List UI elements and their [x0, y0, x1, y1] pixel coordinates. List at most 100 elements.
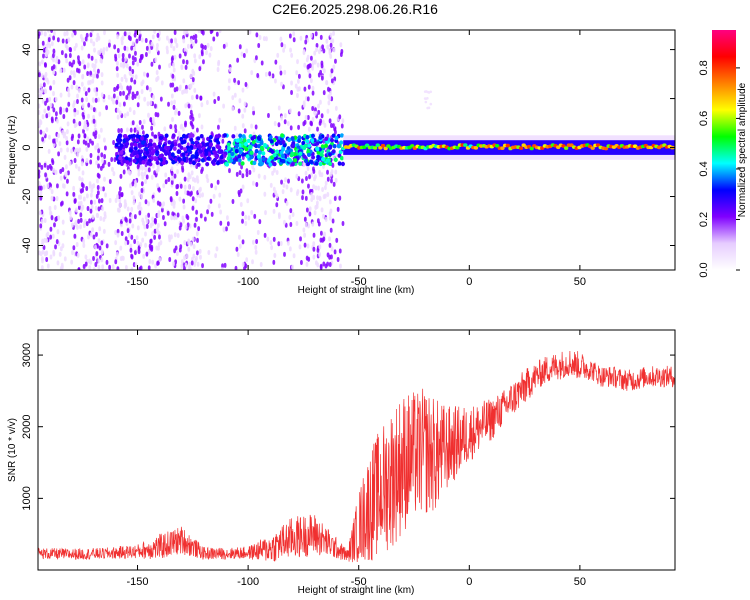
noise-cell — [216, 66, 220, 72]
band-cell — [336, 143, 341, 149]
noise-cell — [59, 109, 62, 115]
noise-cell — [183, 88, 187, 94]
noise-cell — [156, 42, 159, 48]
noise-cell — [116, 114, 120, 120]
noise-cell — [138, 30, 142, 35]
noise-cell — [116, 95, 120, 101]
noise-cell — [182, 78, 186, 84]
noise-cell — [60, 50, 64, 56]
noise-cell — [77, 201, 81, 207]
noise-cell — [48, 205, 52, 211]
band-cell — [304, 158, 309, 164]
noise-cell — [64, 53, 68, 59]
noise-cell — [270, 245, 274, 251]
noise-cell — [173, 30, 177, 35]
band-cell — [234, 143, 239, 148]
colorbar-ramp — [712, 30, 736, 270]
noise-cell — [45, 43, 49, 49]
noise-cell — [303, 216, 307, 222]
noise-cell — [313, 110, 317, 116]
noise-cell — [140, 194, 144, 200]
noise-cell — [77, 133, 81, 139]
noise-cell — [313, 210, 317, 216]
noise-cell — [193, 87, 197, 93]
noise-cell — [93, 87, 97, 93]
colorbar-tick-label: 0.2 — [698, 212, 710, 227]
noise-cell — [119, 82, 122, 88]
noise-cell — [96, 142, 100, 148]
noise-cell — [241, 87, 245, 93]
noise-cell — [76, 252, 80, 258]
noise-cell — [317, 109, 321, 115]
noise-cell — [336, 257, 340, 263]
noise-cell — [112, 93, 116, 99]
noise-cell — [283, 43, 287, 49]
noise-cell — [184, 189, 187, 195]
colorbar-tick-label: 0.4 — [698, 161, 710, 176]
noise-cell — [339, 42, 343, 48]
noise-cell — [285, 200, 289, 206]
noise-cell — [330, 68, 334, 74]
noise-cell — [49, 254, 53, 260]
noise-cell — [318, 196, 322, 202]
noise-cell — [62, 67, 66, 73]
noise-cell — [183, 184, 187, 190]
noise-cell — [127, 95, 131, 101]
noise-cell — [282, 84, 285, 90]
noise-cell — [144, 214, 148, 220]
noise-cell — [197, 226, 201, 232]
noise-cell — [150, 125, 154, 131]
noise-cell — [334, 129, 337, 135]
noise-cell — [91, 140, 94, 146]
noise-cell — [175, 43, 179, 49]
noise-cell — [214, 253, 218, 259]
noise-cell — [45, 113, 49, 119]
noise-cell — [97, 97, 100, 103]
noise-cell — [307, 126, 311, 132]
noise-cell — [311, 105, 315, 111]
carrier-cell — [494, 144, 500, 148]
noise-cell — [119, 91, 122, 97]
noise-cell — [319, 34, 323, 40]
noise-cell — [99, 127, 103, 133]
y-tick-label: 1000 — [21, 486, 33, 510]
noise-cell — [156, 260, 160, 266]
noise-cell — [191, 236, 195, 242]
band-cell — [171, 160, 176, 165]
noise-cell — [38, 103, 41, 109]
noise-cell — [326, 176, 330, 182]
noise-cell — [200, 49, 204, 55]
noise-cell — [65, 58, 69, 64]
noise-cell — [70, 259, 74, 265]
noise-cell — [301, 195, 304, 201]
noise-cell — [296, 59, 299, 65]
band-cell — [306, 152, 311, 157]
noise-cell — [169, 82, 173, 88]
noise-cell — [325, 79, 328, 85]
noise-cell — [95, 160, 98, 166]
noise-cell — [314, 174, 317, 180]
noise-cell — [114, 230, 118, 236]
noise-cell — [75, 85, 79, 91]
noise-cell — [263, 191, 267, 197]
noise-cell — [251, 259, 254, 265]
noise-cell — [127, 169, 131, 175]
noise-cell — [292, 253, 296, 259]
noise-cell — [192, 35, 196, 41]
noise-cell — [38, 162, 41, 168]
noise-cell — [316, 62, 320, 68]
noise-cell — [120, 76, 124, 82]
noise-cell — [119, 245, 123, 251]
noise-cell — [186, 190, 190, 196]
noise-cell — [38, 210, 42, 216]
band-cell — [189, 137, 194, 142]
noise-cell — [184, 84, 188, 90]
noise-cell — [133, 250, 137, 256]
noise-cell — [154, 57, 158, 63]
noise-cell — [97, 173, 101, 179]
noise-cell — [130, 206, 134, 212]
noise-cell — [68, 160, 72, 166]
noise-cell — [240, 164, 243, 170]
noise-cell — [102, 49, 105, 55]
noise-cell — [130, 190, 134, 196]
